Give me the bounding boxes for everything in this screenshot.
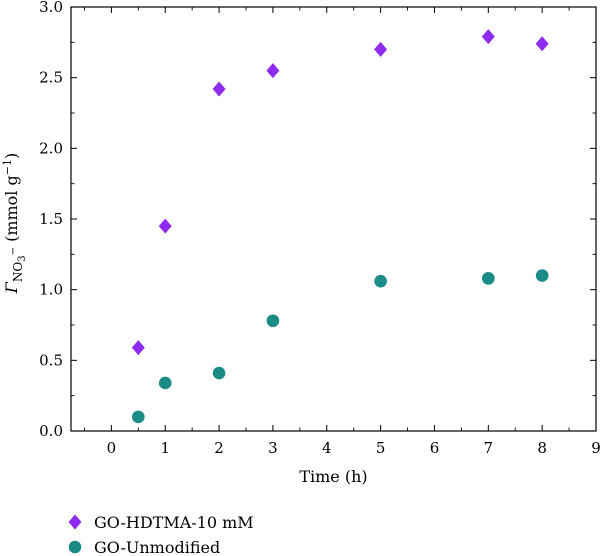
x-tick-label: 2 [214, 439, 224, 457]
data-point-go-hdtma [535, 36, 549, 52]
data-points [131, 29, 549, 424]
legend-item-go-unmodified: GO-Unmodified [68, 538, 220, 556]
legend-item-go-hdtma: GO-HDTMA-10 mM [68, 513, 254, 532]
data-point-go-hdtma [481, 29, 495, 45]
y-tick-label: 1.5 [39, 210, 63, 228]
ticks: 0 1 2 3 4 5 6 7 8 9 0.0 0.5 1.0 1.5 2.0 2.5 3.0 [39, 0, 600, 457]
x-tick-label: 5 [376, 439, 386, 457]
y-tick-label: 0.0 [39, 422, 63, 440]
y-axis-label-unit-exponent: −1 [1, 159, 14, 175]
x-tick-label: 1 [160, 439, 170, 457]
y-tick-label: 1.0 [39, 281, 63, 299]
y-tick-label: 0.5 [39, 351, 63, 369]
data-point-go-unmodified [212, 366, 226, 380]
y-tick-label: 3.0 [39, 0, 63, 16]
x-tick-label: 9 [591, 439, 600, 457]
data-point-go-unmodified [374, 274, 387, 288]
x-tick-label: 8 [537, 439, 547, 457]
legend-label-go-hdtma: GO-HDTMA-10 mM [94, 513, 254, 532]
x-tick-label: 6 [430, 439, 440, 457]
y-tick-label: 2.0 [39, 139, 63, 157]
plot-frame [70, 6, 597, 432]
y-axis-label-subscript-index: 3 [17, 255, 28, 261]
y-axis-label-symbol: Γ [2, 281, 21, 294]
data-point-go-unmodified [482, 272, 495, 285]
legend: GO-HDTMA-10 mM GO-Unmodified [68, 513, 254, 556]
x-tick-label: 3 [268, 439, 278, 457]
x-tick-label: 0 [107, 439, 117, 457]
data-point-go-unmodified [266, 314, 280, 328]
x-tick-label: 4 [322, 439, 332, 457]
legend-marker-circle [68, 540, 82, 554]
data-point-go-hdtma [374, 41, 388, 57]
data-point-go-hdtma [212, 81, 226, 97]
x-tick-label: 7 [484, 439, 494, 457]
data-point-go-hdtma [131, 340, 145, 356]
y-axis-label-unit-close: ) [2, 153, 21, 159]
data-point-go-unmodified [535, 269, 549, 282]
y-axis-label-subscript-charge: − [8, 247, 19, 255]
y-axis-label-subscript: NO [11, 262, 25, 283]
data-point-go-hdtma [266, 63, 280, 79]
x-axis-label: Time (h) [299, 467, 367, 486]
data-point-go-hdtma [158, 218, 172, 234]
y-tick-label: 2.5 [39, 69, 63, 87]
legend-marker-diamond [68, 514, 82, 530]
data-point-go-unmodified [158, 376, 172, 390]
data-point-go-unmodified [132, 410, 145, 424]
legend-label-go-unmodified: GO-Unmodified [94, 538, 220, 556]
y-axis-label: ΓNO3− (mmol g−1) [1, 153, 28, 294]
y-axis-label-unit-open: (mmol g [2, 175, 21, 247]
